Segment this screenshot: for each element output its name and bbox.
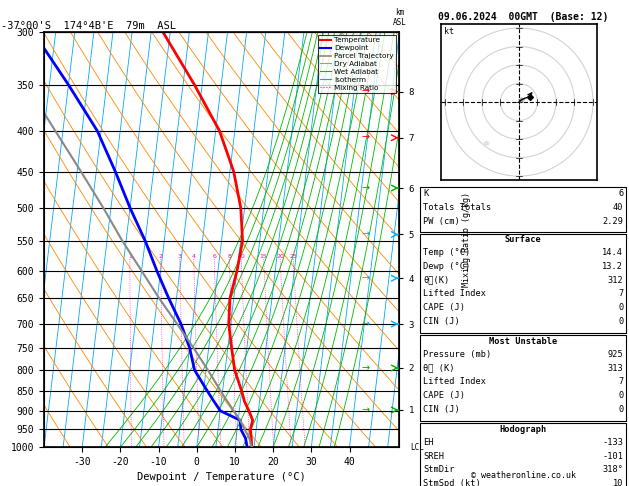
- Text: →: →: [362, 87, 370, 97]
- Text: km
ASL: km ASL: [392, 8, 406, 27]
- Text: 7: 7: [618, 378, 623, 386]
- Text: Most Unstable: Most Unstable: [489, 337, 557, 347]
- Text: K: K: [423, 189, 428, 198]
- Text: →: →: [362, 229, 370, 240]
- Text: Dewp (°C): Dewp (°C): [423, 262, 470, 271]
- Text: 14.4: 14.4: [603, 248, 623, 257]
- Text: Temp (°C): Temp (°C): [423, 248, 470, 257]
- Text: θᴄ(K): θᴄ(K): [423, 276, 450, 285]
- Text: 3: 3: [178, 254, 182, 259]
- Text: 6: 6: [212, 254, 216, 259]
- Text: -133: -133: [603, 438, 623, 447]
- Legend: Temperature, Dewpoint, Parcel Trajectory, Dry Adiabat, Wet Adiabat, Isotherm, Mi: Temperature, Dewpoint, Parcel Trajectory…: [318, 35, 396, 93]
- Text: 312: 312: [608, 276, 623, 285]
- Text: 10: 10: [237, 254, 245, 259]
- Text: 313: 313: [608, 364, 623, 373]
- Y-axis label: hPa: hPa: [0, 230, 1, 249]
- Text: →: →: [362, 405, 370, 415]
- Text: Hodograph: Hodograph: [499, 425, 547, 434]
- Text: StmSpd (kt): StmSpd (kt): [423, 479, 481, 486]
- Text: Lifted Index: Lifted Index: [423, 378, 486, 386]
- Text: 20: 20: [276, 254, 284, 259]
- Text: StmDir: StmDir: [423, 466, 455, 474]
- Text: →: →: [362, 133, 370, 143]
- Text: 4: 4: [192, 254, 196, 259]
- Text: 0: 0: [618, 391, 623, 400]
- Text: 0: 0: [618, 317, 623, 326]
- Text: 0: 0: [618, 405, 623, 414]
- Text: →: →: [362, 273, 370, 283]
- Text: Pressure (mb): Pressure (mb): [423, 350, 492, 359]
- Text: -37°00'S  174°4B'E  79m  ASL: -37°00'S 174°4B'E 79m ASL: [1, 21, 176, 31]
- Text: 6: 6: [618, 189, 623, 198]
- Text: © weatheronline.co.uk: © weatheronline.co.uk: [470, 471, 576, 480]
- Text: 25: 25: [289, 254, 297, 259]
- Text: CAPE (J): CAPE (J): [423, 391, 465, 400]
- Text: 2.29: 2.29: [603, 217, 623, 226]
- Text: 925: 925: [608, 350, 623, 359]
- Text: 7: 7: [618, 290, 623, 298]
- Text: 2: 2: [159, 254, 163, 259]
- Text: 8: 8: [227, 254, 231, 259]
- Text: 10: 10: [613, 479, 623, 486]
- Text: 15: 15: [260, 254, 267, 259]
- X-axis label: Dewpoint / Temperature (°C): Dewpoint / Temperature (°C): [137, 472, 306, 483]
- Text: 0: 0: [618, 303, 623, 312]
- Text: kt: kt: [444, 27, 454, 36]
- Text: Surface: Surface: [504, 236, 542, 244]
- Text: CIN (J): CIN (J): [423, 317, 460, 326]
- Y-axis label: Mixing Ratio (g/kg): Mixing Ratio (g/kg): [462, 192, 471, 287]
- Text: →: →: [362, 183, 370, 193]
- Text: →: →: [362, 319, 370, 329]
- Text: θᴄ (K): θᴄ (K): [423, 364, 455, 373]
- Text: EH: EH: [423, 438, 434, 447]
- Text: PW (cm): PW (cm): [423, 217, 460, 226]
- Text: →: →: [362, 363, 370, 373]
- Text: Lifted Index: Lifted Index: [423, 290, 486, 298]
- Text: 1: 1: [128, 254, 132, 259]
- Text: 318°: 318°: [603, 466, 623, 474]
- Text: 13.2: 13.2: [603, 262, 623, 271]
- Text: -101: -101: [603, 451, 623, 461]
- Text: 40: 40: [613, 203, 623, 212]
- Text: SREH: SREH: [423, 451, 444, 461]
- Text: CAPE (J): CAPE (J): [423, 303, 465, 312]
- Text: 09.06.2024  00GMT  (Base: 12): 09.06.2024 00GMT (Base: 12): [438, 12, 609, 22]
- Text: LCL: LCL: [410, 443, 424, 451]
- Text: Totals Totals: Totals Totals: [423, 203, 492, 212]
- Text: CIN (J): CIN (J): [423, 405, 460, 414]
